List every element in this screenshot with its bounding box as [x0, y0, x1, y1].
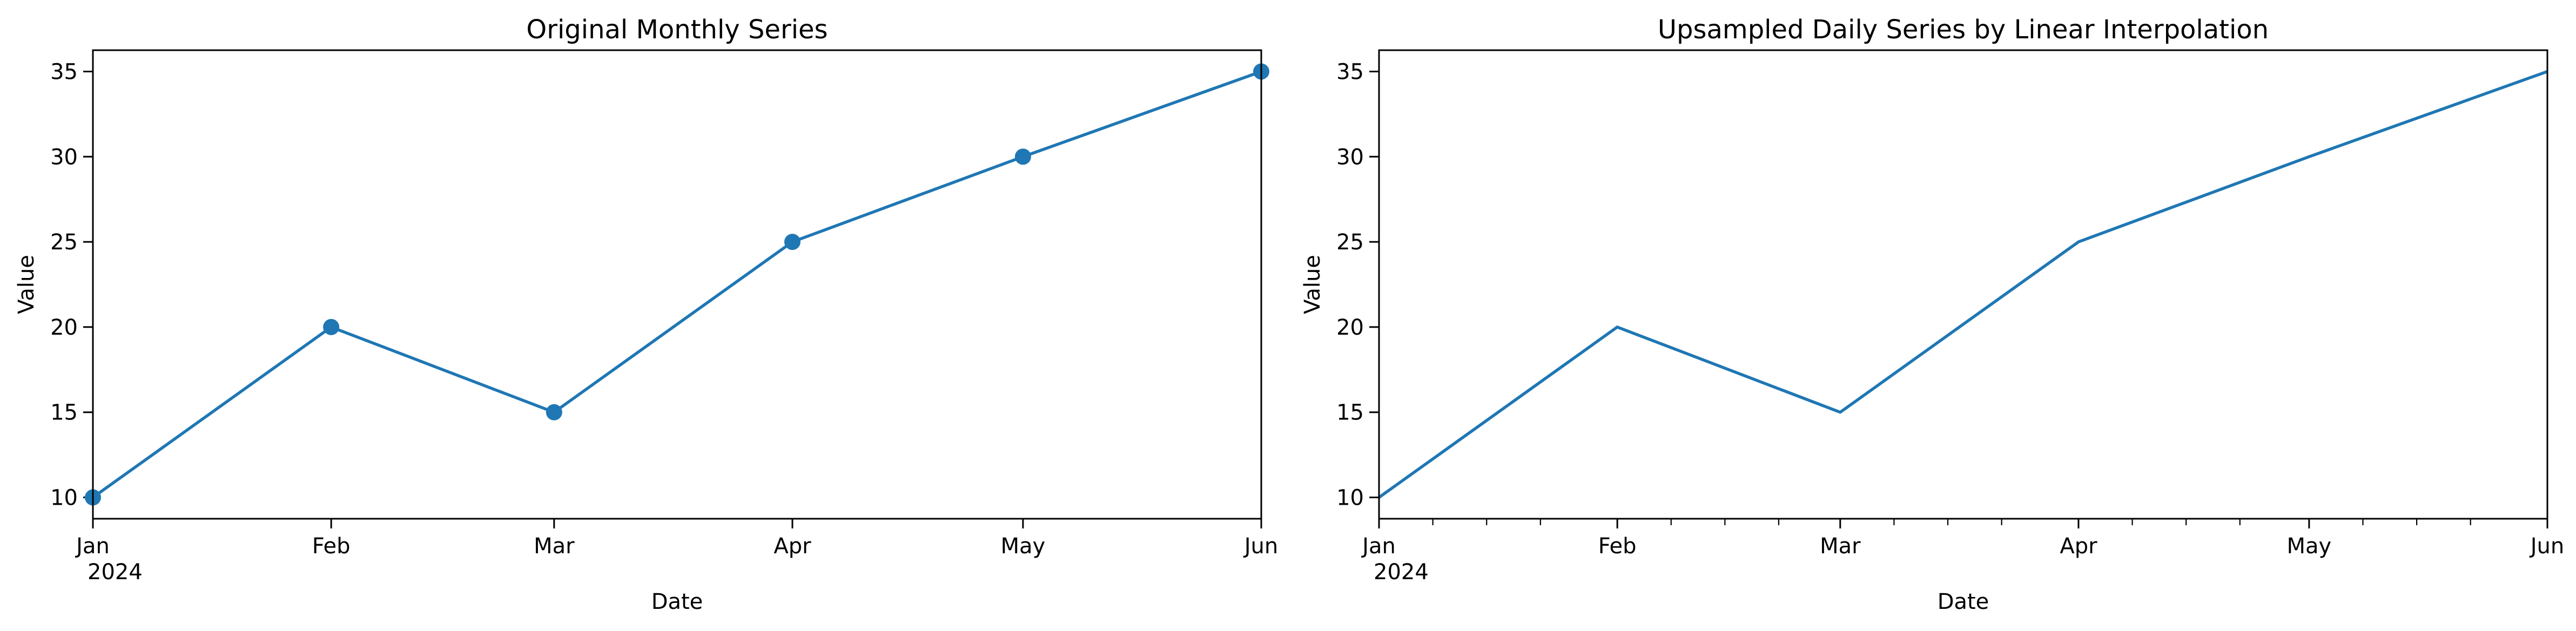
x-tick-year-label: 2024 — [1374, 560, 1429, 585]
y-tick-label: 10 — [50, 486, 78, 511]
plot-area-frame — [1378, 49, 2548, 520]
chart-panel-upsampled-daily: Upsampled Daily Series by Linear Interpo… — [1300, 15, 2564, 614]
y-axis-label: Value — [1300, 255, 1325, 314]
data-point — [784, 234, 801, 250]
y-tick-label: 20 — [50, 315, 78, 340]
x-tick-label: Mar — [534, 534, 575, 559]
x-tick-label: Feb — [312, 534, 351, 559]
y-tick-label: 20 — [1336, 315, 1364, 340]
x-tick-label: Jun — [2529, 534, 2565, 559]
x-tick-label: Jan — [75, 534, 110, 559]
x-tick-label: Jan — [1361, 534, 1396, 559]
chart-panel-original-monthly: Original Monthly Series Date Value 10 15 2… — [14, 15, 1278, 614]
x-tick-year-label: 2024 — [88, 560, 143, 585]
y-tick-label: 15 — [1336, 401, 1364, 425]
x-tick-label: May — [1001, 534, 1046, 559]
plot-area-frame — [92, 49, 1262, 520]
y-tick-label: 30 — [50, 145, 78, 169]
y-tick-label: 25 — [50, 230, 78, 255]
x-tick-label: Apr — [774, 534, 811, 559]
data-point — [323, 318, 340, 335]
y-tick-label: 15 — [50, 401, 78, 425]
y-axis-label: Value — [14, 255, 39, 314]
y-tick-label: 30 — [1336, 145, 1364, 169]
x-axis-label: Date — [651, 589, 703, 614]
data-point — [1014, 148, 1031, 165]
x-tick-label: Mar — [1820, 534, 1861, 559]
chart-title: Upsampled Daily Series by Linear Interpo… — [1658, 15, 2269, 45]
y-tick-label: 35 — [50, 59, 78, 84]
data-point — [546, 404, 562, 420]
y-tick-label: 10 — [1336, 486, 1364, 511]
x-axis-label: Date — [1938, 589, 1989, 614]
series-line — [1378, 70, 2548, 499]
x-tick-label: Apr — [2060, 534, 2097, 559]
x-tick-label: Jun — [1243, 534, 1279, 559]
chart-title: Original Monthly Series — [526, 15, 828, 45]
x-tick-label: Feb — [1598, 534, 1637, 559]
y-tick-label: 25 — [1336, 230, 1364, 255]
y-tick-label: 35 — [1336, 59, 1364, 84]
x-tick-label: May — [2287, 534, 2332, 559]
series-line — [92, 70, 1262, 499]
